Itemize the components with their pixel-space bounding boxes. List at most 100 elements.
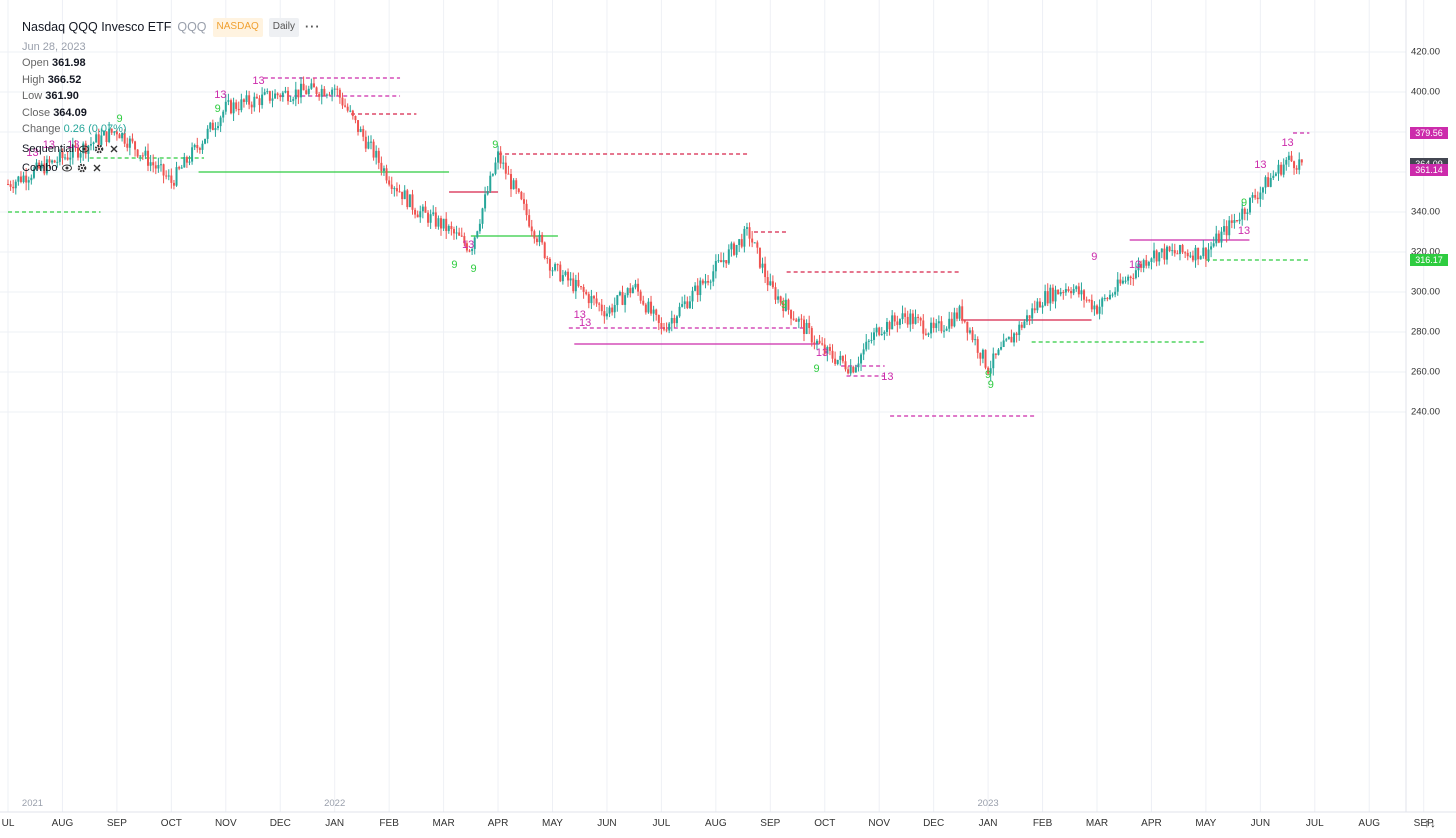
candle-body bbox=[245, 95, 248, 102]
close-icon[interactable] bbox=[92, 163, 102, 173]
candle-body bbox=[580, 286, 583, 288]
candle-body bbox=[917, 316, 920, 319]
candle-body bbox=[655, 309, 658, 315]
candle-body bbox=[971, 330, 974, 341]
eye-icon[interactable] bbox=[62, 164, 73, 172]
candle-body bbox=[683, 301, 686, 305]
candle-body bbox=[460, 235, 463, 237]
candle-body bbox=[893, 315, 896, 322]
indicator-combo[interactable]: Combo bbox=[22, 160, 321, 177]
candle-body bbox=[616, 295, 619, 306]
candle-body bbox=[779, 296, 782, 303]
month-tick-label: MAR bbox=[432, 818, 455, 829]
candle-body bbox=[478, 223, 481, 232]
month-tick-label: NOV bbox=[214, 818, 237, 829]
count-label: 9 bbox=[814, 363, 820, 375]
candle-body bbox=[662, 327, 665, 330]
candle-body bbox=[795, 319, 798, 322]
candle-body bbox=[1163, 248, 1166, 260]
close-icon[interactable] bbox=[109, 144, 119, 154]
candle-body bbox=[538, 234, 541, 243]
candle-body bbox=[821, 343, 824, 345]
count-label: 9 bbox=[988, 379, 994, 391]
candle-body bbox=[38, 162, 41, 169]
candle-body bbox=[686, 301, 689, 309]
count-label: 9 bbox=[215, 103, 221, 115]
count-label: 9 bbox=[117, 113, 123, 125]
candle-body bbox=[281, 92, 284, 98]
candle-body bbox=[172, 182, 175, 186]
candle-body bbox=[1212, 243, 1215, 247]
candle-body bbox=[191, 147, 194, 162]
candle-body bbox=[1215, 233, 1218, 244]
candle-body bbox=[766, 277, 769, 286]
symbol-title[interactable]: Nasdaq QQQ Invesco ETF bbox=[22, 20, 172, 34]
candle-body bbox=[1106, 297, 1109, 300]
candle-body bbox=[1254, 195, 1257, 198]
high-label: High bbox=[22, 73, 45, 86]
candle-body bbox=[867, 340, 870, 342]
candle-body bbox=[712, 271, 715, 282]
candle-body bbox=[445, 218, 448, 232]
candle-body bbox=[362, 129, 365, 137]
candle-body bbox=[333, 88, 336, 90]
candle-body bbox=[1129, 276, 1132, 279]
candle-body bbox=[7, 184, 9, 185]
candle-body bbox=[382, 168, 385, 171]
candle-body bbox=[1155, 250, 1158, 262]
candle-body bbox=[9, 184, 12, 187]
exchange-badge: NASDAQ bbox=[212, 18, 263, 37]
gear-icon[interactable] bbox=[77, 163, 87, 173]
candle-body bbox=[408, 194, 411, 208]
count-label: 13 bbox=[1281, 137, 1293, 149]
candle-body bbox=[507, 173, 510, 175]
candle-body bbox=[968, 330, 971, 333]
candle-body bbox=[113, 131, 116, 133]
candle-body bbox=[1023, 321, 1026, 328]
candle-body bbox=[206, 128, 209, 139]
candle-body bbox=[818, 340, 821, 344]
axis-scale-toggle-icon[interactable]: ↑↓ bbox=[1424, 816, 1436, 830]
candle-body bbox=[1096, 305, 1098, 314]
more-horizontal-icon[interactable]: ··· bbox=[305, 20, 321, 34]
candle-body bbox=[722, 260, 725, 263]
candle-body bbox=[717, 260, 720, 262]
count-label: 13 bbox=[43, 139, 55, 151]
candle-body bbox=[258, 98, 261, 106]
candle-body bbox=[898, 319, 901, 325]
candle-body bbox=[976, 339, 979, 353]
candle-body bbox=[136, 149, 139, 157]
candle-body bbox=[471, 248, 474, 252]
candle-body bbox=[1290, 155, 1293, 162]
month-tick-label: AUG bbox=[705, 818, 727, 829]
month-tick-label: SEP bbox=[760, 818, 781, 829]
candle-body bbox=[950, 318, 953, 327]
open-label: Open bbox=[22, 57, 49, 69]
candle-body bbox=[305, 90, 308, 95]
symbol-ticker: QQQ bbox=[177, 20, 207, 34]
candle-body bbox=[502, 162, 505, 164]
eye-icon[interactable] bbox=[79, 145, 89, 153]
candle-body bbox=[1067, 289, 1070, 291]
candle-body bbox=[839, 355, 842, 360]
indicator-sequential[interactable]: Sequential bbox=[22, 141, 321, 158]
gear-icon[interactable] bbox=[94, 144, 104, 154]
candle-body bbox=[709, 281, 712, 283]
candle-body bbox=[128, 138, 131, 148]
count-label: 13 bbox=[816, 347, 828, 359]
count-label: 13 bbox=[1238, 225, 1250, 237]
count-label: 13 bbox=[579, 317, 591, 329]
candle-body bbox=[79, 153, 82, 158]
month-tick-label: JUN bbox=[597, 818, 617, 829]
candle-body bbox=[681, 304, 684, 307]
candle-body bbox=[323, 88, 326, 96]
candle-body bbox=[1093, 305, 1096, 310]
candle-body bbox=[525, 203, 528, 216]
candle-body bbox=[22, 175, 25, 183]
candle-body bbox=[592, 296, 595, 299]
candle-body bbox=[1173, 250, 1176, 254]
candle-body bbox=[1274, 173, 1277, 176]
candle-body bbox=[974, 339, 977, 341]
interval-badge[interactable]: Daily bbox=[268, 18, 299, 37]
